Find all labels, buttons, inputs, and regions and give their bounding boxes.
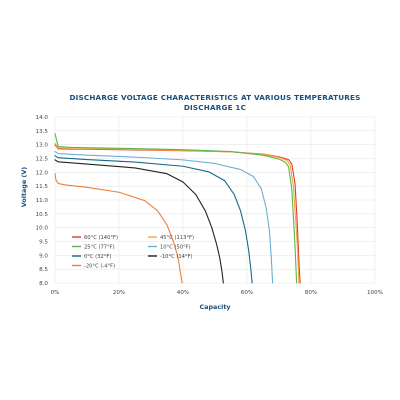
x-axis-label: Capacity: [199, 303, 231, 311]
y-tick-label: 9.0: [39, 253, 48, 259]
series-line: [54, 151, 274, 284]
series-lines: [54, 133, 301, 284]
chart-subtitle: DISCHARGE 1C: [184, 103, 246, 112]
x-tick-label: 60%: [241, 290, 253, 296]
y-tick-label: 10.0: [36, 226, 49, 232]
series-line: [54, 142, 300, 284]
x-tick-label: 40%: [177, 290, 189, 296]
legend-entry: 10°C (50°F): [160, 245, 191, 251]
x-tick-label: 80%: [305, 290, 317, 296]
x-tick-labels: 0% 20% 40% 60% 80% 100%: [51, 290, 383, 296]
y-tick-label: 8.5: [39, 267, 48, 273]
series-line: [54, 173, 183, 284]
legend-entry: 0°C (32°F): [84, 254, 111, 260]
series-line: [54, 133, 298, 284]
y-tick-label: 11.0: [36, 198, 49, 204]
y-tick-label: 11.5: [36, 184, 49, 190]
y-tick-labels: 8.0 8.5 9.0 9.5 10.0 10.5 11.0 11.5 12.0 12.5 13.0…: [36, 115, 49, 287]
x-tick-label: 100%: [367, 290, 383, 296]
legend-entry: 60°C (140°F): [84, 235, 118, 241]
legend-entry: 25°C (77°F): [84, 245, 115, 251]
y-axis-label: Voltage (V): [20, 167, 28, 208]
series-line: [54, 155, 253, 284]
legend-entry: 45°C (113°F): [160, 235, 194, 241]
legend-entry: -10°C (14°F): [160, 254, 193, 260]
y-tick-label: 13.5: [36, 129, 49, 135]
legend-entry: -20°C (-4°F): [84, 264, 115, 270]
grid: [54, 116, 376, 284]
x-tick-label: 20%: [113, 290, 125, 296]
series-line: [54, 159, 224, 284]
y-tick-label: 10.5: [36, 212, 49, 218]
y-tick-label: 9.5: [39, 240, 48, 246]
legend: 60°C (140°F) 45°C (113°F) 25°C (77°F) 10°C …: [72, 235, 194, 270]
y-tick-label: 8.0: [39, 281, 48, 287]
y-tick-label: 12.5: [36, 157, 49, 163]
y-tick-label: 12.0: [36, 170, 49, 176]
y-tick-label: 14.0: [36, 115, 49, 121]
chart-title: DISCHARGE VOLTAGE CHARACTERISTICS AT VAR…: [69, 93, 360, 102]
x-tick-label: 0%: [51, 290, 60, 296]
y-tick-label: 13.0: [36, 143, 49, 149]
